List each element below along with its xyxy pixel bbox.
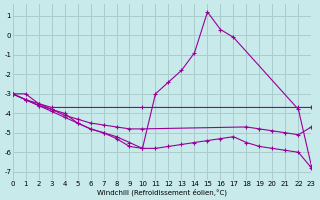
- X-axis label: Windchill (Refroidissement éolien,°C): Windchill (Refroidissement éolien,°C): [97, 188, 227, 196]
